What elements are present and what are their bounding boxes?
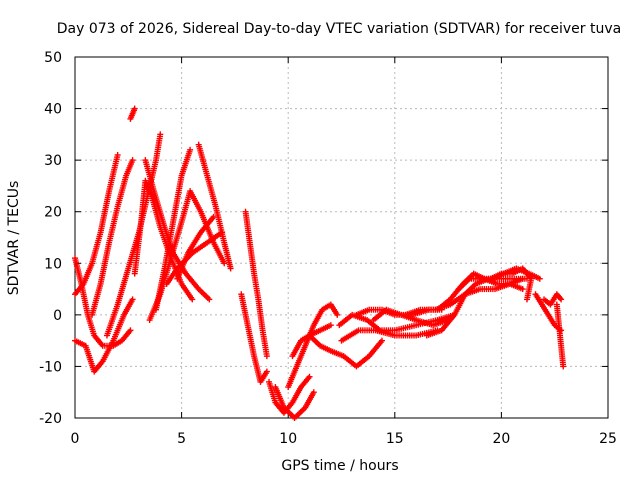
series-track-32 [553,301,567,370]
data-point [127,327,134,334]
grid [75,57,608,418]
y-tick-label: 50 [44,50,62,66]
data-point [327,322,334,329]
series-track-31 [541,291,565,308]
data-point [557,295,564,302]
y-tick-label: 40 [44,102,62,118]
series-track-13 [195,141,234,272]
data-series [72,105,567,421]
x-tick-label: 25 [599,431,617,447]
y-tick-label: 30 [44,153,62,169]
data-point [310,389,317,396]
data-point [536,275,543,282]
series-track-2 [72,151,121,298]
data-point [189,296,196,303]
data-point [187,146,194,153]
series-track-3 [72,296,136,375]
y-tick-label: 20 [44,205,62,221]
y-tick-labels: -20 -10 0 10 20 30 40 50 [39,50,62,427]
x-tick-label: 10 [279,431,297,447]
series-track-15 [238,291,270,385]
data-point [560,363,567,370]
x-tick-labels: 0 5 10 15 20 25 [71,431,617,447]
plot-frame [74,56,609,419]
data-point [131,105,138,112]
series-track-10 [153,146,194,313]
series-track-4 [89,157,136,318]
data-point [263,368,270,375]
series-track-20 [306,332,386,370]
y-tick-label: 0 [53,308,62,324]
data-point [306,373,313,380]
data-point [129,296,136,303]
data-point [129,157,136,164]
series-track-18 [285,301,341,391]
data-point [263,353,270,360]
series-track-1 [72,255,134,349]
data-point [523,296,530,303]
y-tick-label: 10 [44,256,62,272]
data-point [114,151,121,158]
series-track-11 [174,213,217,282]
data-point [379,337,386,344]
series-track-6 [127,105,138,122]
axis-ticks [74,56,609,419]
x-tick-label: 20 [492,431,510,447]
data-point [221,260,228,267]
y-tick-label: -20 [39,411,62,427]
data-point [206,296,213,303]
data-point [334,311,341,318]
y-tick-label: -10 [39,359,62,375]
series-track-29 [487,265,535,303]
data-point [157,131,164,138]
chart-title: Day 073 of 2026, Sidereal Day-to-day VTE… [57,21,621,37]
data-point [519,275,526,282]
data-point [519,286,526,293]
x-tick-label: 5 [177,431,186,447]
series-track-17 [272,384,317,421]
series-track-12 [163,229,226,287]
data-point [227,265,234,272]
x-tick-label: 0 [71,431,80,447]
series-track-14 [242,208,270,360]
series-track-19 [289,322,334,360]
x-axis-label: GPS time / hours [281,458,398,474]
y-axis-label: SDTVAR / TECUs [6,181,22,296]
x-tick-label: 15 [386,431,404,447]
data-point [558,296,565,303]
